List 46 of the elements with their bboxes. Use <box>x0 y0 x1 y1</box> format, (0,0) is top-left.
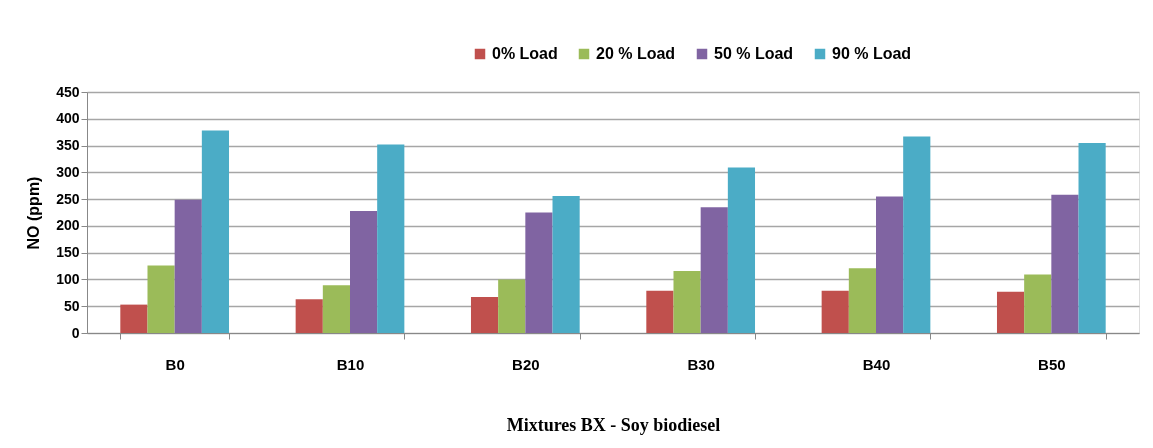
x-tick-label: B10 <box>336 355 365 373</box>
bar <box>120 304 148 333</box>
y-tick-label: 100 <box>56 270 80 287</box>
y-tick-label: 50 <box>63 297 80 314</box>
bar <box>646 290 674 333</box>
legend-label: 0% Load <box>492 45 558 62</box>
bar <box>1051 194 1079 333</box>
bar <box>295 299 323 333</box>
bar <box>322 285 350 333</box>
y-tick-label: 400 <box>56 110 80 127</box>
bar <box>470 297 499 333</box>
bar <box>498 279 526 333</box>
y-tick-label: 150 <box>56 244 80 261</box>
x-tick-label: B20 <box>512 355 540 373</box>
bar <box>996 291 1025 333</box>
x-tick-label: B50 <box>1038 355 1066 373</box>
legend-label: 90 % Load <box>832 45 912 62</box>
y-tick-label: 300 <box>56 163 80 180</box>
legend-label: 20 % Load <box>596 45 676 62</box>
bar <box>377 144 405 333</box>
bar <box>848 268 876 333</box>
bar <box>1078 142 1106 333</box>
x-tick-label: B30 <box>687 355 715 373</box>
bar <box>673 270 701 333</box>
bar <box>700 207 728 333</box>
x-axis-title: Mixtures BX - Soy biodiesel <box>506 414 721 435</box>
y-axis-title: NO (ppm) <box>25 176 43 250</box>
bar <box>201 130 230 333</box>
bar <box>147 265 175 333</box>
bar <box>350 210 378 333</box>
y-tick-label: 200 <box>56 217 80 234</box>
y-tick-label: 450 <box>56 83 80 100</box>
y-tick-label: 250 <box>56 190 80 207</box>
legend-label: 50 % Load <box>714 45 794 62</box>
bar <box>1024 274 1052 333</box>
y-tick-label: 0 <box>71 324 80 341</box>
bar <box>727 167 756 333</box>
bar <box>552 195 580 333</box>
bar <box>525 212 553 333</box>
x-tick-label: B0 <box>165 355 185 373</box>
y-tick-label: 350 <box>56 137 80 154</box>
bar <box>876 196 904 333</box>
x-tick-label: B40 <box>862 355 891 373</box>
bar <box>821 290 849 333</box>
bar <box>174 199 202 333</box>
bar <box>903 136 931 333</box>
